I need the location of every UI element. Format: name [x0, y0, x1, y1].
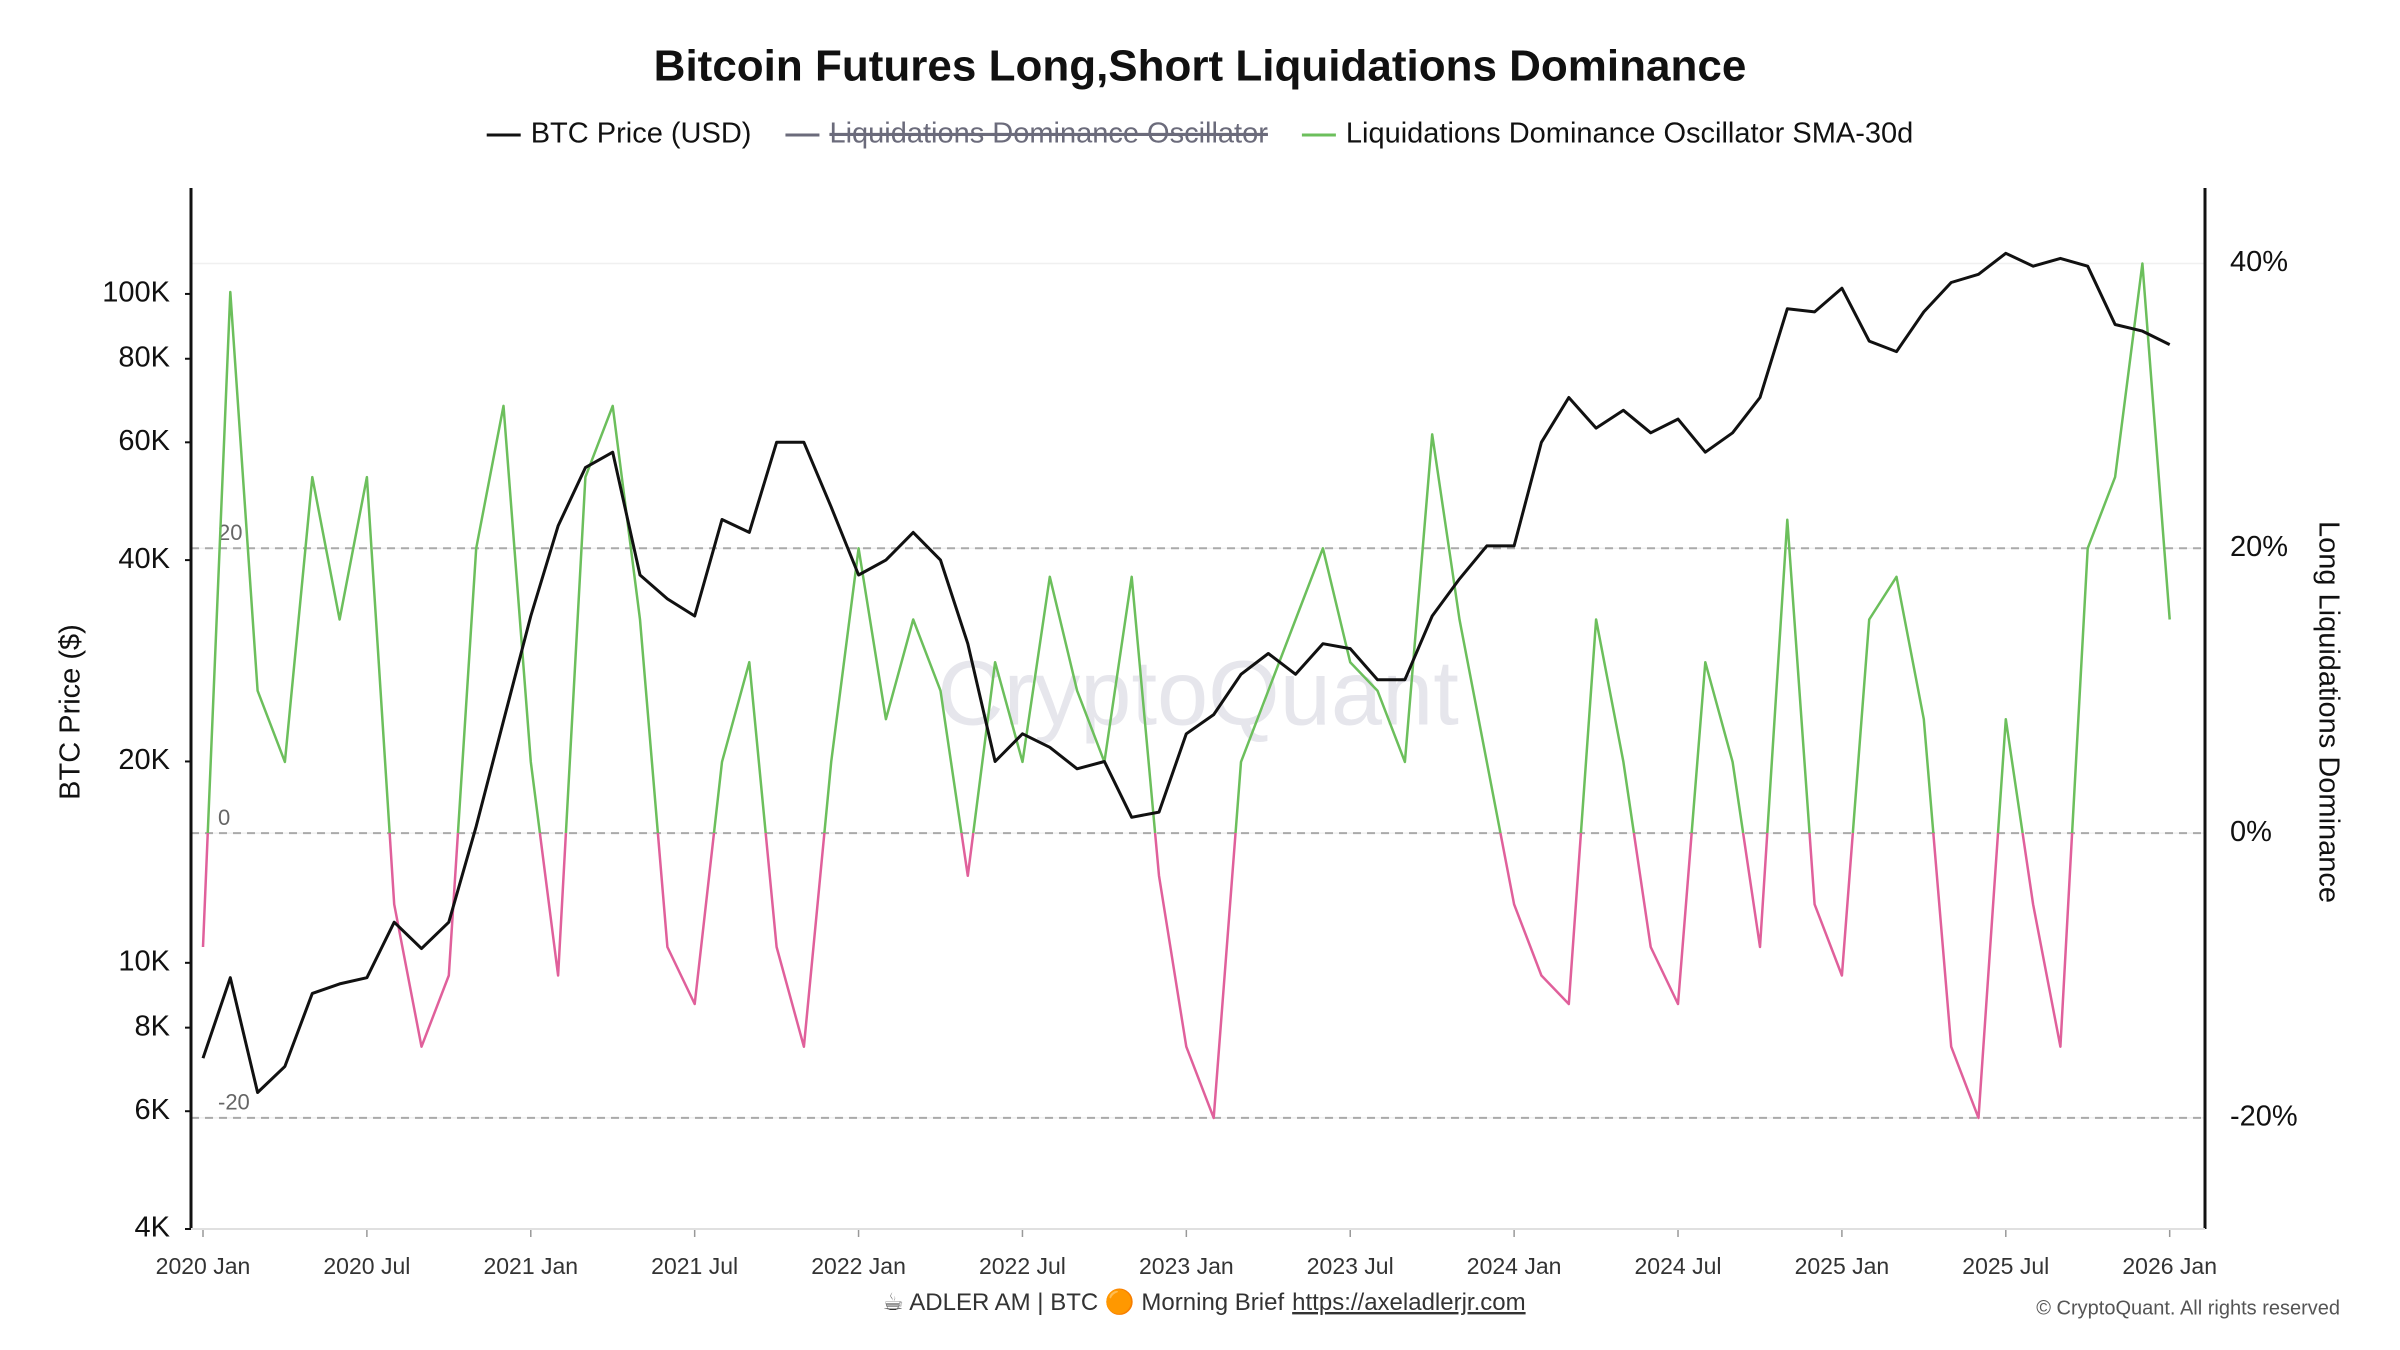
x-tick-label: 2022 Jul	[979, 1253, 1066, 1279]
y-tick-label: 20K	[118, 744, 170, 776]
legend-item[interactable]: BTC Price (USD)	[486, 118, 752, 150]
x-tick-label: 2026 Jan	[2122, 1253, 2217, 1279]
y-tick-label: 10K	[118, 945, 170, 977]
y-tick-label: 100K	[102, 277, 170, 309]
x-tick-label: 2024 Jan	[1467, 1253, 1562, 1279]
x-tick-label: 2023 Jan	[1139, 1253, 1234, 1279]
x-tick-label: 2021 Jan	[483, 1253, 578, 1279]
legend-item[interactable]: Liquidations Dominance Oscillator SMA-30…	[1301, 118, 1913, 150]
y-axis-title: BTC Price ($)	[55, 624, 87, 800]
x-tick-label: 2024 Jul	[1635, 1253, 1722, 1279]
series-line	[201, 262, 2171, 1120]
y2-tick-label: 40%	[2230, 246, 2288, 278]
footer-link[interactable]: https://axeladlerjr.com	[1292, 1289, 1525, 1316]
y2-tick-label: 0%	[2230, 816, 2272, 848]
legend: BTC Price (USD) Liquidations Dominance Os…	[486, 118, 1913, 150]
y-tick-label: 40K	[118, 543, 170, 575]
y2-tick-label: 20%	[2230, 531, 2288, 563]
legend-label: Liquidations Dominance Oscillator SMA-30…	[1346, 118, 1913, 150]
watermark: CryptoQuant	[937, 642, 1459, 744]
legend-label: Liquidations Dominance Oscillator	[829, 118, 1268, 150]
footer-label: ☕ ADLER AM | BTC 🟠 Morning Brief	[882, 1288, 1284, 1316]
y-tick-label: 6K	[135, 1094, 171, 1126]
y-tick-label: 80K	[118, 341, 170, 373]
x-tick-label: 2023 Jul	[1307, 1253, 1394, 1279]
x-tick-label: 2020 Jul	[323, 1253, 410, 1279]
y-tick-label: 60K	[118, 425, 170, 457]
legend-label: BTC Price (USD)	[531, 118, 752, 150]
footer-text: ☕ ADLER AM | BTC 🟠 Morning Brief https://…	[882, 1288, 1525, 1316]
copyright: © CryptoQuant. All rights reserved	[2036, 1297, 2340, 1319]
reference-label: -20	[218, 1090, 250, 1115]
x-tick-label: 2020 Jan	[156, 1253, 251, 1279]
x-tick-label: 2022 Jan	[811, 1253, 906, 1279]
y-tick-label: 4K	[135, 1212, 171, 1244]
series-line	[201, 251, 2171, 1094]
reference-label: 0	[218, 805, 230, 830]
x-tick-label: 2025 Jul	[1962, 1253, 2049, 1279]
x-tick-label: 2025 Jan	[1795, 1253, 1890, 1279]
legend-item[interactable]: Liquidations Dominance Oscillator	[785, 118, 1268, 150]
y2-axis-title: Long Liquidations Dominance	[2312, 521, 2344, 903]
y-tick-label: 8K	[135, 1010, 171, 1042]
reference-label: 20	[218, 520, 242, 545]
x-tick-label: 2021 Jul	[651, 1253, 738, 1279]
chart-title: Bitcoin Futures Long,Short Liquidations …	[654, 42, 1747, 91]
y2-tick-label: -20%	[2230, 1101, 2298, 1133]
